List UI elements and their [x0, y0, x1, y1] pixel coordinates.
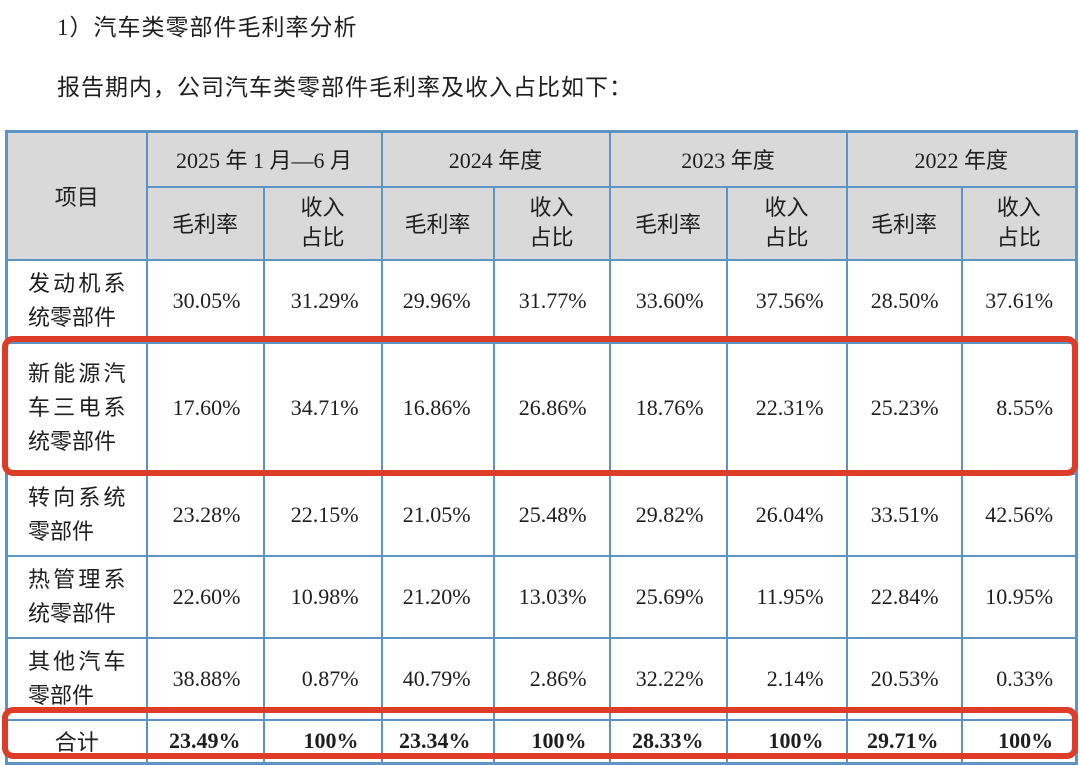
section-title: 1）汽车类零部件毛利率分析: [57, 15, 358, 40]
share-cell: 100%: [492, 719, 611, 765]
row-label: 新能源汽车三电系统零部件: [5, 341, 148, 475]
margin-cell: 33.60%: [608, 258, 728, 344]
share-cell: 26.86%: [492, 341, 611, 475]
margin-cell: 22.60%: [145, 554, 265, 639]
margin-cell: 17.60%: [145, 341, 265, 475]
intro-paragraph: 报告期内，公司汽车类零部件毛利率及收入占比如下：: [57, 75, 633, 100]
margin-cell: 40.79%: [380, 636, 495, 722]
margin-cell: 23.28%: [145, 472, 265, 557]
table-row-nev-three-electric: 新能源汽车三电系统零部件 17.60% 34.71% 16.86% 26.86%…: [5, 341, 1078, 475]
margin-subheader: 毛利率: [608, 185, 728, 261]
margin-cell: 32.22%: [608, 636, 728, 722]
row-label: 热管理系统零部件: [5, 554, 148, 639]
period-2022-header: 2022 年度: [845, 130, 1078, 188]
gross-margin-table: 项目 2025 年 1 月—6 月 2024 年度 2023 年度 2022 年…: [5, 130, 1079, 765]
share-cell: 34.71%: [262, 341, 383, 475]
margin-cell: 20.53%: [845, 636, 963, 722]
share-cell: 100%: [960, 719, 1078, 765]
share-cell: 26.04%: [725, 472, 848, 557]
row-label: 发动机系统零部件: [5, 258, 148, 344]
margin-cell: 23.34%: [380, 719, 495, 765]
margin-subheader: 毛利率: [380, 185, 495, 261]
margin-cell: 16.86%: [380, 341, 495, 475]
table-row-steering: 转向系统零部件 23.28% 22.15% 21.05% 25.48% 29.8…: [5, 472, 1078, 557]
period-2024-header: 2024 年度: [380, 130, 611, 188]
table-row-total: 合计 23.49% 100% 23.34% 100% 28.33% 100% 2…: [5, 719, 1078, 765]
share-cell: 25.48%: [492, 472, 611, 557]
share-cell: 100%: [262, 719, 383, 765]
margin-cell: 21.20%: [380, 554, 495, 639]
share-subheader: 收入 占比: [492, 185, 611, 261]
margin-cell: 28.50%: [845, 258, 963, 344]
total-label: 合计: [5, 719, 148, 765]
header-row-periods: 项目 2025 年 1 月—6 月 2024 年度 2023 年度 2022 年…: [5, 130, 1078, 261]
share-cell: 37.56%: [725, 258, 848, 344]
margin-cell: 18.76%: [608, 341, 728, 475]
share-subheader: 收入 占比: [262, 185, 383, 261]
margin-cell: 29.82%: [608, 472, 728, 557]
header-row-metrics: 毛利率 收入 占比 毛利率 收入 占比 毛利率 收入 占比 毛利率 收入 占比: [7, 185, 1078, 261]
margin-cell: 38.88%: [145, 636, 265, 722]
share-cell: 8.55%: [960, 341, 1078, 475]
share-cell: 22.15%: [262, 472, 383, 557]
share-cell: 10.98%: [262, 554, 383, 639]
share-cell: 13.03%: [492, 554, 611, 639]
period-2023-header: 2023 年度: [608, 130, 848, 188]
share-cell: 2.86%: [492, 636, 611, 722]
share-subheader: 收入 占比: [725, 185, 848, 261]
margin-cell: 25.69%: [608, 554, 728, 639]
margin-cell: 22.84%: [845, 554, 963, 639]
share-cell: 22.31%: [725, 341, 848, 475]
period-2025-header: 2025 年 1 月—6 月: [145, 130, 383, 188]
share-cell: 42.56%: [960, 472, 1078, 557]
share-subheader: 收入 占比: [960, 185, 1078, 261]
share-cell: 31.29%: [262, 258, 383, 344]
row-label: 其他汽车零部件: [5, 636, 148, 722]
margin-cell: 23.49%: [145, 719, 265, 765]
margin-cell: 29.71%: [845, 719, 963, 765]
table-row-other-auto: 其他汽车零部件 38.88% 0.87% 40.79% 2.86% 32.22%…: [5, 636, 1078, 722]
margin-cell: 21.05%: [380, 472, 495, 557]
share-cell: 37.61%: [960, 258, 1078, 344]
margin-table-container: 项目 2025 年 1 月—6 月 2024 年度 2023 年度 2022 年…: [2, 130, 1079, 765]
table-row-thermal: 热管理系统零部件 22.60% 10.98% 21.20% 13.03% 25.…: [5, 554, 1078, 639]
row-label: 转向系统零部件: [5, 472, 148, 557]
margin-subheader: 毛利率: [845, 185, 963, 261]
share-cell: 100%: [725, 719, 848, 765]
item-header-cell: 项目: [5, 130, 148, 261]
share-cell: 10.95%: [960, 554, 1078, 639]
margin-cell: 33.51%: [845, 472, 963, 557]
share-cell: 11.95%: [725, 554, 848, 639]
table-row-engine: 发动机系统零部件 30.05% 31.29% 29.96% 31.77% 33.…: [5, 258, 1078, 344]
margin-subheader: 毛利率: [145, 185, 265, 261]
margin-cell: 28.33%: [608, 719, 728, 765]
share-cell: 2.14%: [725, 636, 848, 722]
margin-cell: 29.96%: [380, 258, 495, 344]
share-cell: 0.33%: [960, 636, 1078, 722]
margin-cell: 25.23%: [845, 341, 963, 475]
margin-cell: 30.05%: [145, 258, 265, 344]
share-cell: 0.87%: [262, 636, 383, 722]
share-cell: 31.77%: [492, 258, 611, 344]
